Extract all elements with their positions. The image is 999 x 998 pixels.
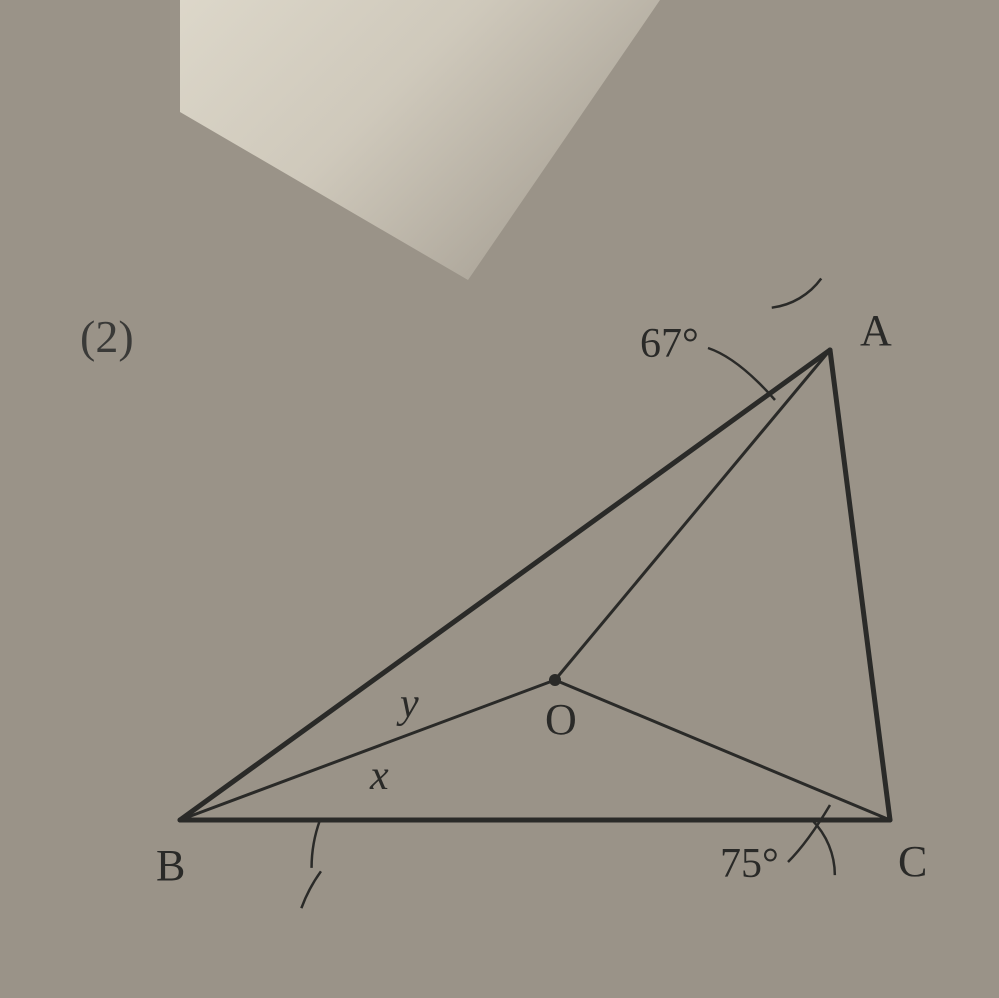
angle-label-c: 75° bbox=[720, 840, 779, 888]
vertex-label-a: A bbox=[860, 305, 892, 356]
geometry-svg bbox=[0, 0, 999, 998]
angle-var-x: x bbox=[370, 752, 389, 800]
diagram-container: (2) A B C O 67° 75° y x bbox=[0, 0, 999, 998]
vertex-label-c: C bbox=[898, 836, 927, 887]
vertex-label-b: B bbox=[156, 840, 185, 891]
angle-label-a: 67° bbox=[640, 320, 699, 368]
angle-var-y: y bbox=[400, 680, 419, 728]
problem-number: (2) bbox=[80, 310, 134, 363]
point-label-o: O bbox=[545, 694, 577, 745]
